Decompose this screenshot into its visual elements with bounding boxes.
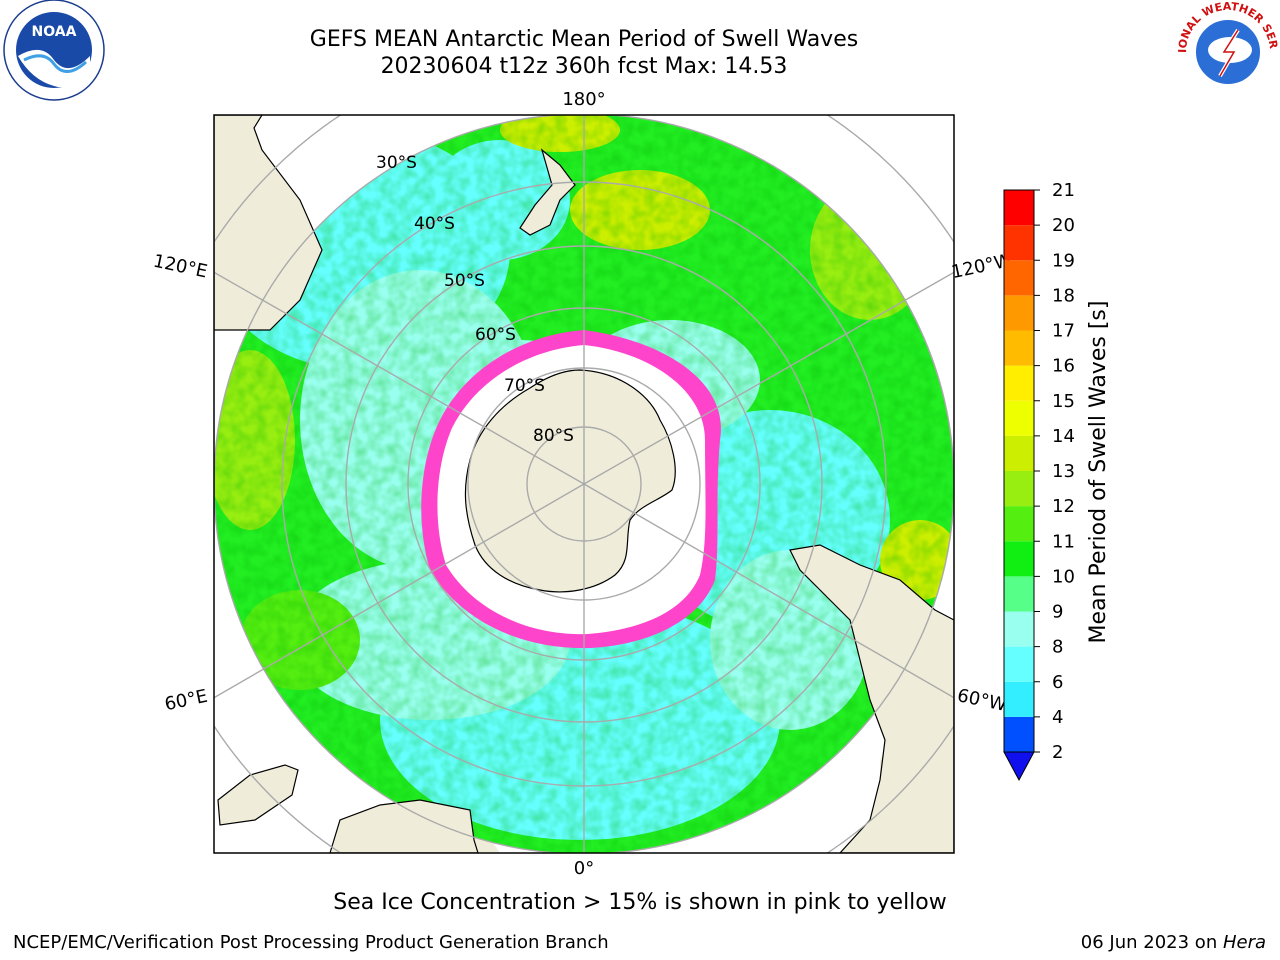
colorbar-segment xyxy=(1004,400,1034,436)
lon-label-120e: 120°E xyxy=(151,251,209,283)
footer-credit: NCEP/EMC/Verification Post Processing Pr… xyxy=(13,932,609,953)
colorbar-segment xyxy=(1004,225,1034,261)
colorbar-tick-label: 12 xyxy=(1052,496,1075,517)
lon-label-60e: 60°E xyxy=(163,686,210,716)
colorbar-segment xyxy=(1004,471,1034,507)
colorbar-tick-label: 21 xyxy=(1052,180,1075,201)
graticule xyxy=(214,115,954,853)
colorbar-tick-label: 19 xyxy=(1052,250,1075,271)
footer-machine: Hera xyxy=(1222,932,1266,953)
colorbar-segment xyxy=(1004,506,1034,542)
antarctica-land xyxy=(464,369,676,593)
colorbar-segment xyxy=(1004,681,1034,717)
madagascar-land xyxy=(217,764,299,826)
colorbar-segment xyxy=(1004,646,1034,682)
colorbar-tick-label: 6 xyxy=(1052,672,1063,693)
colorbar-tick-label: 18 xyxy=(1052,285,1075,306)
lat-label-70s: 70°S xyxy=(504,376,545,396)
colorbar-segment xyxy=(1004,295,1034,331)
lon-label-0: 0° xyxy=(574,858,594,879)
south-america-land xyxy=(789,544,954,853)
sea-ice-caption: Sea Ice Concentration > 15% is shown in … xyxy=(333,890,947,915)
colorbar-segment xyxy=(1004,576,1034,612)
colorbar-segment xyxy=(1004,260,1034,296)
chart-subtitle: 20230604 t12z 360h fcst Max: 14.53 xyxy=(380,54,788,79)
colorbar-tick-label: 17 xyxy=(1052,321,1075,342)
noaa-logo-text: NOAA xyxy=(32,24,77,40)
noaa-logo: NOAA xyxy=(3,0,105,101)
colorbar-tick-label: 11 xyxy=(1052,531,1075,552)
colorbar-tick-label: 20 xyxy=(1052,215,1075,236)
footer-date: 06 Jun 2023 on Hera xyxy=(1081,932,1266,953)
colorbar-tick-label: 14 xyxy=(1052,426,1075,447)
colorbar-segment xyxy=(1004,330,1034,366)
colorbar-tick-label: 8 xyxy=(1052,637,1063,658)
colorbar-segment xyxy=(1004,716,1034,752)
footer-date-text: 06 Jun 2023 on xyxy=(1080,932,1223,953)
lat-label-40s: 40°S xyxy=(414,214,455,234)
lat-label-30s: 30°S xyxy=(376,153,417,173)
colorbar-extend-triangle xyxy=(1003,751,1035,782)
colorbar-segment xyxy=(1004,190,1034,226)
colorbar-tick-label: 15 xyxy=(1052,391,1075,412)
new-zealand-land xyxy=(519,148,576,236)
colorbar-segment xyxy=(1004,365,1034,401)
map-frame xyxy=(213,114,955,854)
colorbar: 2 4 6 8 9 10 11 12 13 14 15 16 17 18 19 20 21 xyxy=(1003,180,1075,782)
africa-land xyxy=(329,799,479,853)
colorbar-tick-label: 9 xyxy=(1052,602,1063,623)
colorbar-segment xyxy=(1004,611,1034,647)
colorbar-segment xyxy=(1004,435,1034,471)
lon-label-60w: 60°W xyxy=(955,685,1008,716)
colorbar-tick-label: 4 xyxy=(1052,707,1063,728)
colorbar-tick-label: 2 xyxy=(1052,742,1063,763)
lat-label-60s: 60°S xyxy=(475,325,516,345)
colorbar-label: Mean Period of Swell Waves [s] xyxy=(1086,301,1111,644)
map-frame-content xyxy=(214,115,954,853)
lat-label-80s: 80°S xyxy=(533,426,574,446)
australia-land xyxy=(214,115,323,331)
lat-label-50s: 50°S xyxy=(444,271,485,291)
colorbar-tick-label: 16 xyxy=(1052,356,1075,377)
colorbar-tick-label: 10 xyxy=(1052,566,1075,587)
nws-logo: NATIONAL WEATHER SERVICE xyxy=(1176,2,1280,100)
colorbar-tick-label: 13 xyxy=(1052,461,1075,482)
chart-title: GEFS MEAN Antarctic Mean Period of Swell… xyxy=(309,27,859,52)
lon-label-180: 180° xyxy=(562,89,605,110)
colorbar-segment xyxy=(1004,541,1034,577)
